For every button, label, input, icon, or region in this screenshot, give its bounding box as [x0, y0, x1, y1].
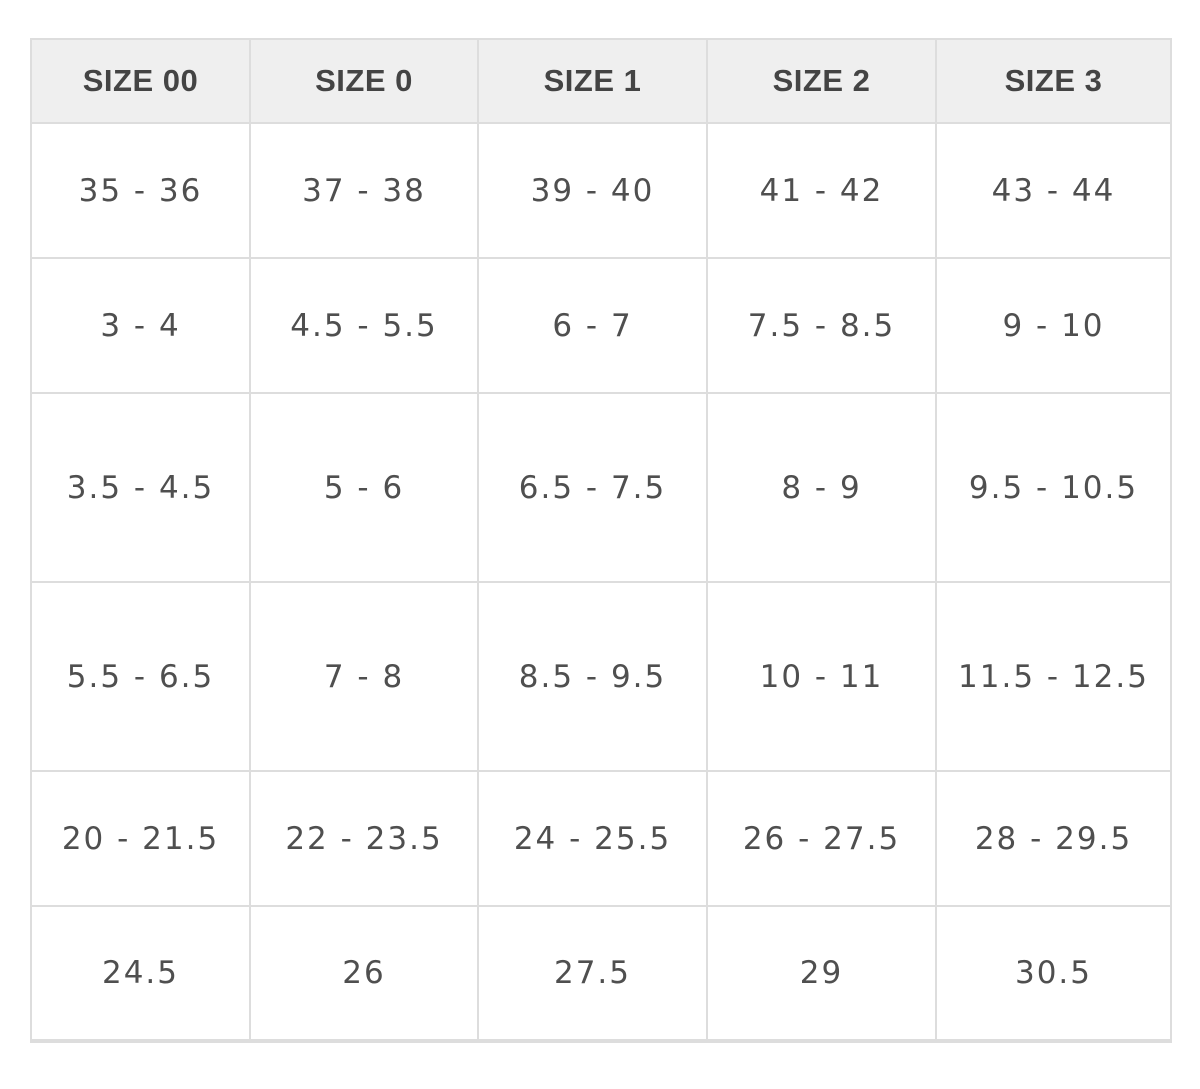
table-cell: 24.5	[30, 905, 251, 1043]
table-cell: 6 - 7	[477, 257, 708, 394]
table-row: 24.5 26 27.5 29 30.5	[30, 905, 1172, 1043]
table-cell: 24 - 25.5	[477, 770, 708, 907]
column-header: SIZE 1	[477, 38, 708, 124]
table-cell: 9 - 10	[935, 257, 1172, 394]
size-chart-table: SIZE 00 SIZE 0 SIZE 1 SIZE 2 SIZE 3 35 -…	[30, 38, 1172, 1043]
column-header: SIZE 2	[706, 38, 937, 124]
column-header: SIZE 00	[30, 38, 251, 124]
table-row: 20 - 21.5 22 - 23.5 24 - 25.5 26 - 27.5 …	[30, 770, 1172, 907]
table-cell: 35 - 36	[30, 122, 251, 259]
table-cell: 43 - 44	[935, 122, 1172, 259]
table-cell: 28 - 29.5	[935, 770, 1172, 907]
table-cell: 37 - 38	[249, 122, 479, 259]
table-cell: 8 - 9	[706, 392, 937, 583]
table-row: 35 - 36 37 - 38 39 - 40 41 - 42 43 - 44	[30, 122, 1172, 259]
table-row: 3 - 4 4.5 - 5.5 6 - 7 7.5 - 8.5 9 - 10	[30, 257, 1172, 394]
table-cell: 9.5 - 10.5	[935, 392, 1172, 583]
table-row: 3.5 - 4.5 5 - 6 6.5 - 7.5 8 - 9 9.5 - 10…	[30, 392, 1172, 583]
table-cell: 11.5 - 12.5	[935, 581, 1172, 772]
table-cell: 29	[706, 905, 937, 1043]
table-cell: 7 - 8	[249, 581, 479, 772]
table-cell: 6.5 - 7.5	[477, 392, 708, 583]
table-cell: 39 - 40	[477, 122, 708, 259]
table-cell: 5 - 6	[249, 392, 479, 583]
table-cell: 26	[249, 905, 479, 1043]
table-cell: 27.5	[477, 905, 708, 1043]
table-cell: 22 - 23.5	[249, 770, 479, 907]
column-header: SIZE 3	[935, 38, 1172, 124]
table-cell: 8.5 - 9.5	[477, 581, 708, 772]
table-cell: 20 - 21.5	[30, 770, 251, 907]
table-cell: 5.5 - 6.5	[30, 581, 251, 772]
table-row: 5.5 - 6.5 7 - 8 8.5 - 9.5 10 - 11 11.5 -…	[30, 581, 1172, 772]
table-cell: 41 - 42	[706, 122, 937, 259]
header-row: SIZE 00 SIZE 0 SIZE 1 SIZE 2 SIZE 3	[30, 38, 1172, 124]
table-cell: 7.5 - 8.5	[706, 257, 937, 394]
table-cell: 26 - 27.5	[706, 770, 937, 907]
table-cell: 4.5 - 5.5	[249, 257, 479, 394]
column-header: SIZE 0	[249, 38, 479, 124]
table-cell: 3.5 - 4.5	[30, 392, 251, 583]
table-cell: 3 - 4	[30, 257, 251, 394]
table-cell: 30.5	[935, 905, 1172, 1043]
table-cell: 10 - 11	[706, 581, 937, 772]
